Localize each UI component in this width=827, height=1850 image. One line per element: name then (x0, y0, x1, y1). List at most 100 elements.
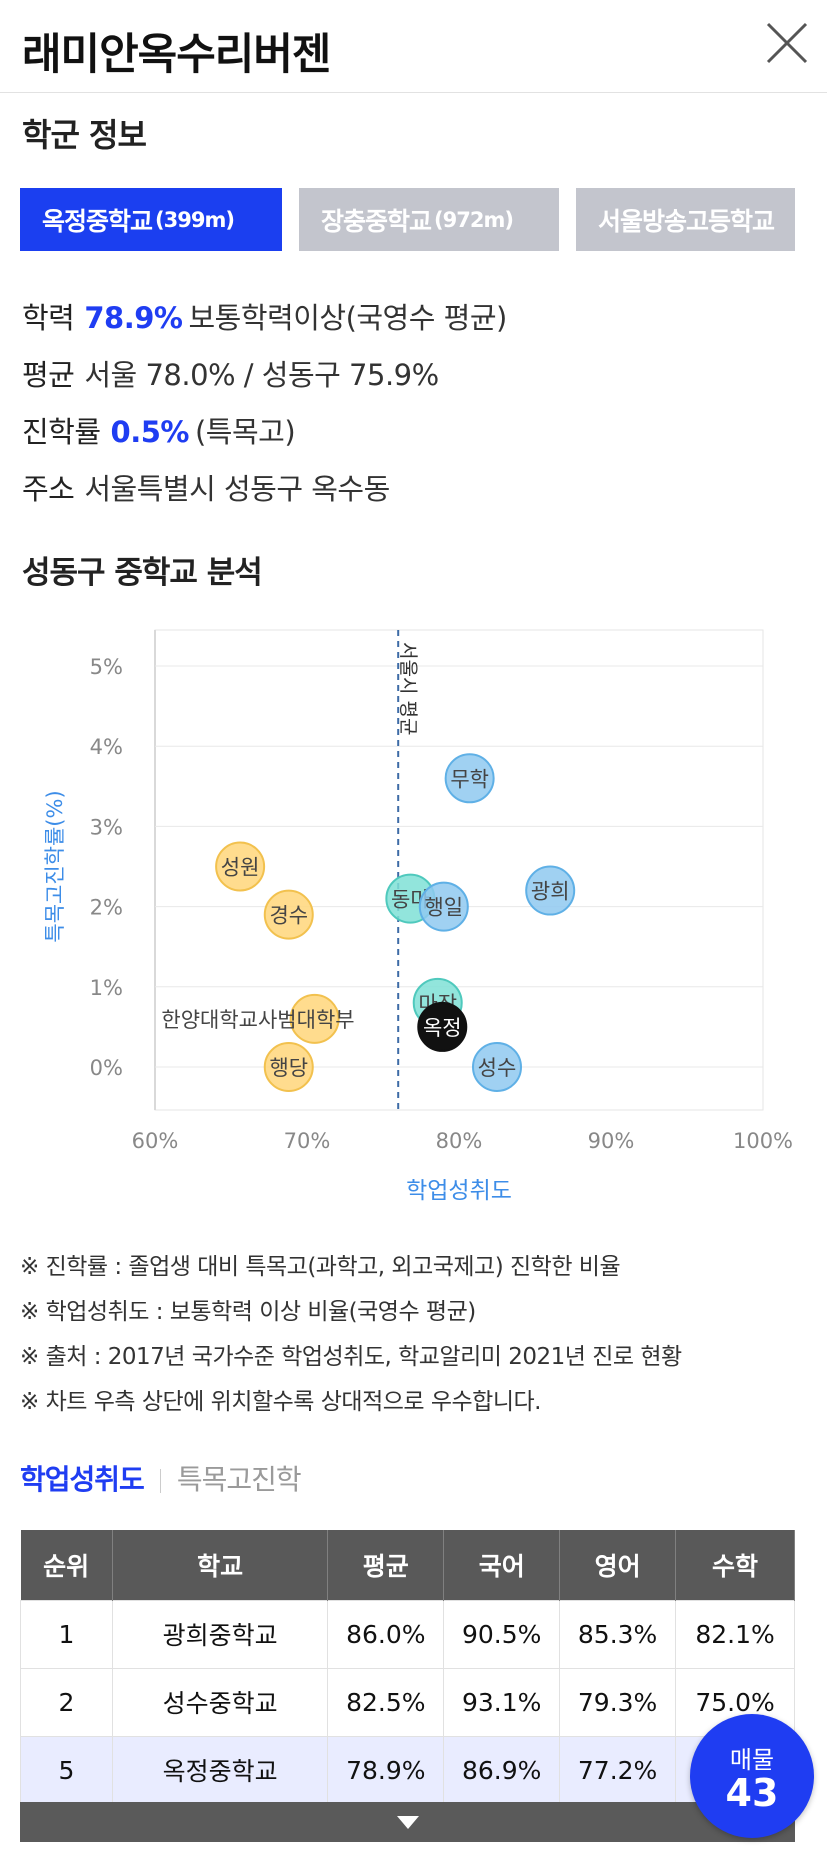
info-key: 평균 (22, 358, 75, 392)
data-point (263, 889, 314, 940)
table-cell: 79.3% (559, 1667, 677, 1737)
data-point (289, 993, 340, 1044)
advancement-value: 0.5% (110, 415, 190, 449)
y-tick-label: 3% (90, 815, 123, 839)
data-point-label: 성수 (478, 1056, 517, 1080)
data-point (472, 1042, 522, 1092)
table-row[interactable]: 1 광희중학교 86.0% 90.5% 85.3% 82.1% (20, 1599, 795, 1669)
address-value: 서울특별시 성동구 옥수동 (84, 472, 390, 506)
y-tick-label: 1% (90, 976, 123, 1000)
listings-button[interactable]: 매물 43 (690, 1714, 814, 1838)
ranking-subtabs: 학업성취도 특목고진학 (20, 1458, 302, 1498)
note-line: ※ 학업성취도 : 보통학력 이상 비율(국영수 평균) (20, 1299, 476, 1325)
school-tabs: 옥정중학교 (399m) 장충중학교 (972m) 서울방송고등학교 (20, 188, 795, 251)
listings-label: 매물 (729, 1746, 775, 1774)
school-tab-distance: (972m) (434, 207, 514, 232)
table-cell: 광희중학교 (111, 1599, 329, 1669)
col-average: 평균 (327, 1530, 445, 1600)
table-cell: 90.5% (443, 1599, 561, 1669)
data-point (525, 865, 576, 916)
listings-count: 43 (725, 1771, 779, 1815)
y-tick-label: 4% (90, 735, 123, 759)
x-tick-label: 100% (733, 1129, 793, 1153)
data-point (417, 1001, 468, 1052)
info-key: 주소 (22, 472, 75, 506)
y-tick-label: 0% (90, 1056, 123, 1080)
col-korean: 국어 (443, 1530, 561, 1600)
data-point-label: 한양대학교사범대학부 (161, 1008, 354, 1032)
school-tab-name: 옥정중학교 (42, 206, 153, 236)
data-point (444, 753, 495, 804)
expand-table-button[interactable] (20, 1802, 795, 1842)
analysis-title: 성동구 중학교 분석 (22, 555, 263, 591)
info-achievement: 학력 78.9% 보통학력이상(국영수 평균) (22, 295, 507, 337)
data-point-label: 옥정 (423, 1016, 462, 1040)
x-tick-label: 90% (588, 1129, 635, 1153)
info-address: 주소 서울특별시 성동구 옥수동 (22, 466, 390, 508)
table-cell: 78.9% (327, 1735, 445, 1805)
table-cell: 성수중학교 (111, 1667, 329, 1737)
subtab-divider (159, 1469, 161, 1493)
table-header-row: 순위 학교 평균 국어 영어 수학 (20, 1530, 795, 1600)
x-tick-label: 80% (436, 1129, 483, 1153)
page-title: 래미안옥수리버젠 (22, 30, 331, 80)
note-line: ※ 출처 : 2017년 국가수준 학업성취도, 학교알리미 2021년 진로 … (20, 1344, 682, 1370)
school-tab-2[interactable]: 장충중학교 (972m) (299, 188, 559, 251)
school-tab-1[interactable]: 옥정중학교 (399m) (20, 188, 282, 251)
data-point (418, 881, 469, 932)
achievement-value: 78.9% (84, 301, 183, 335)
x-tick-label: 70% (284, 1129, 331, 1153)
notes: ※ 진학률 : 졸업생 대비 특목고(과학고, 외고국제고) 진학한 비율 ※ … (20, 1245, 682, 1425)
col-rank: 순위 (20, 1530, 113, 1600)
school-tab-name: 서울방송고등학교 (598, 206, 775, 236)
y-tick-label: 5% (90, 655, 123, 679)
data-point (215, 841, 266, 892)
table-cell: 옥정중학교 (111, 1735, 329, 1805)
achievement-desc: 보통학력이상(국영수 평균) (188, 301, 507, 335)
subtab-achievement[interactable]: 학업성취도 (20, 1463, 145, 1496)
scatter-chart: 0% 1% 2% 3% 4% 5% 60% 70% 80% 90% 100% 학업성취도 특목고진학률(… (43, 629, 793, 1204)
ranking-table: 순위 학교 평균 국어 영어 수학 1 광희중학교 86.0% 90.5% 85… (20, 1530, 795, 1805)
data-point-label: 행일 (424, 896, 463, 920)
info-average: 평균 서울 78.0% / 성동구 75.9% (22, 352, 439, 394)
x-tick-label: 60% (132, 1129, 179, 1153)
table-cell: 77.2% (559, 1735, 677, 1805)
info-key: 학력 (22, 301, 75, 335)
data-point (263, 1042, 314, 1092)
average-value: 서울 78.0% / 성동구 75.9% (84, 358, 439, 392)
table-cell: 86.9% (443, 1735, 561, 1805)
col-school: 학교 (112, 1530, 329, 1600)
x-axis-label: 학업성취도 (406, 1178, 512, 1204)
info-advancement: 진학률 0.5% (특목고) (22, 409, 296, 451)
school-tab-name: 장충중학교 (321, 206, 432, 236)
y-axis-label: 특목고진학률(%) (43, 790, 67, 942)
col-math: 수학 (675, 1530, 795, 1600)
data-point-label: 광희 (531, 880, 570, 904)
table-cell: 93.1% (443, 1667, 561, 1737)
table-cell: 82.1% (675, 1599, 795, 1669)
table-row-current-school[interactable]: 5 옥정중학교 78.9% 86.9% 77.2% (20, 1735, 795, 1805)
reference-line-label: 서울시 평균 (397, 642, 419, 735)
data-point-label: 경수 (269, 904, 308, 928)
table-cell: 5 (20, 1735, 113, 1805)
chevron-down-icon (397, 1816, 419, 1829)
header: 래미안옥수리버젠 (0, 0, 827, 93)
school-tab-distance: (399m) (155, 207, 235, 232)
data-point-label: 성원 (221, 856, 260, 880)
subtab-special-school[interactable]: 특목고진학 (176, 1463, 302, 1496)
close-icon[interactable] (762, 18, 812, 68)
col-english: 영어 (559, 1530, 677, 1600)
table-cell: 85.3% (559, 1599, 677, 1669)
table-cell: 86.0% (327, 1599, 445, 1669)
note-line: ※ 진학률 : 졸업생 대비 특목고(과학고, 외고국제고) 진학한 비율 (20, 1254, 621, 1280)
table-row[interactable]: 2 성수중학교 82.5% 93.1% 79.3% 75.0% (20, 1667, 795, 1737)
school-tab-3[interactable]: 서울방송고등학교 (576, 188, 795, 251)
advancement-desc: (특목고) (194, 415, 296, 449)
info-key: 진학률 (22, 415, 101, 449)
table-cell: 82.5% (327, 1667, 445, 1737)
data-point-label: 무학 (450, 767, 489, 791)
table-cell: 2 (20, 1667, 113, 1737)
note-line: ※ 차트 우측 상단에 위치할수록 상대적으로 우수합니다. (20, 1389, 541, 1415)
table-cell: 1 (20, 1599, 113, 1669)
school-section-title: 학군 정보 (22, 116, 147, 154)
